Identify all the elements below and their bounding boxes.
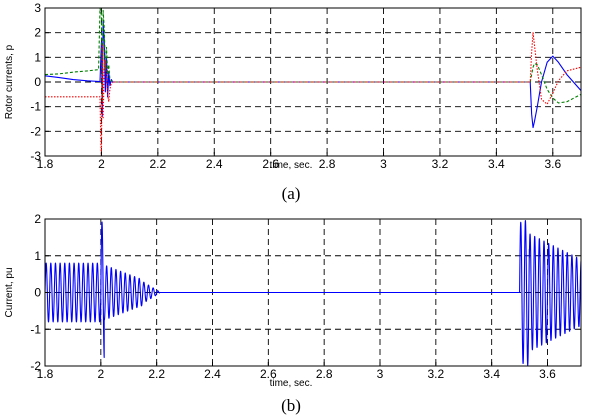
x-tick-label: 3 (380, 157, 387, 171)
x-tick-label: 3.6 (539, 367, 556, 381)
y-tick-label: 1 (34, 249, 41, 263)
y-tick-label: -2 (30, 124, 41, 138)
x-tick-label: 2 (98, 157, 105, 171)
y-tick-label: -2 (30, 359, 41, 373)
x-tick-label: 3 (377, 367, 384, 381)
x-tick-label: 2.6 (262, 157, 279, 171)
tick-labels: 1.8 2 2.2 2.4 2.6 2.8 3 3.2 3.4 3.6 -3 -2 -1 0 1 2 3 (30, 1, 561, 171)
x-tick-label: 2.2 (149, 157, 166, 171)
y-tick-label: -3 (30, 149, 41, 163)
series-line-1 (45, 220, 581, 366)
y-tick-label: 2 (34, 212, 41, 226)
y-tick-label: -1 (30, 322, 41, 336)
x-tick-label: 2.8 (316, 367, 333, 381)
y-tick-label: -1 (30, 100, 41, 114)
x-tick-label: 3.2 (427, 367, 444, 381)
y-axis-label: Rotor currents, p (4, 44, 15, 119)
x-tick-label: 1.8 (37, 157, 54, 171)
x-tick-label: 2.4 (204, 367, 221, 381)
x-tick-label: 3.4 (483, 367, 500, 381)
x-tick-label: 2 (97, 367, 104, 381)
series-group (45, 220, 581, 366)
y-tick-label: 0 (34, 286, 41, 300)
series-group (45, 8, 581, 156)
x-tick-label: 3.6 (544, 157, 561, 171)
x-axis-label: time, sec. (270, 378, 313, 389)
x-tick-label: 3.4 (488, 157, 505, 171)
tick-labels: 1.8 2 2.2 2.4 2.6 2.8 3 3.2 3.4 3.6 -2 -1 0 1 2 (30, 212, 556, 381)
x-tick-label: 2.6 (260, 367, 277, 381)
series-line-1 (45, 19, 581, 129)
x-tick-label: 2.2 (148, 367, 165, 381)
caption-a: (a) (282, 184, 301, 203)
chart-a: 1.8 2 2.2 2.4 2.6 2.8 3 3.2 3.4 3.6 -3 -2 -1 0 1 2 3 tim… (4, 1, 582, 203)
x-axis-label: time, sec. (270, 160, 313, 171)
x-tick-label: 3.2 (432, 157, 449, 171)
series-line-3 (45, 32, 581, 156)
y-axis-label: Current, pu (4, 267, 15, 317)
y-tick-label: 0 (34, 75, 41, 89)
x-tick-label: 2.8 (319, 157, 336, 171)
x-tick-label: 1.8 (37, 367, 54, 381)
series-line-2 (45, 8, 581, 104)
y-tick-label: 1 (34, 50, 41, 64)
x-tick-label: 2.4 (206, 157, 223, 171)
caption-b: (b) (281, 396, 301, 415)
y-tick-label: 3 (34, 1, 41, 15)
chart-b: 1.8 2 2.2 2.4 2.6 2.8 3 3.2 3.4 3.6 -2 -1 0 1 2 time, … (4, 212, 582, 415)
y-tick-label: 2 (34, 26, 41, 40)
